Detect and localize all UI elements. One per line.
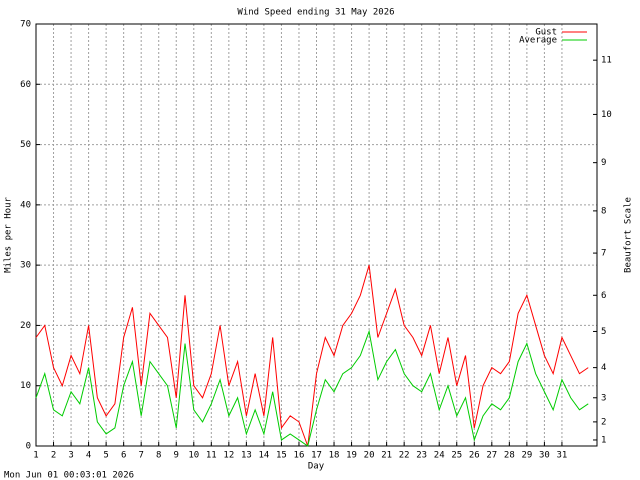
x-tick-label: 5 (103, 451, 108, 461)
x-tick-label: 2 (51, 451, 56, 461)
y2-tick-label: 1 (601, 435, 606, 445)
y-tick-label: 30 (20, 261, 31, 271)
x-tick-label: 6 (121, 451, 126, 461)
x-tick-label: 11 (206, 451, 217, 461)
y2-tick-label: 9 (601, 158, 606, 168)
y-tick-label: 60 (20, 80, 31, 90)
line-series (35, 329, 589, 447)
y-tick-label: 10 (20, 381, 31, 391)
x-tick-label: 10 (188, 451, 199, 461)
x-axis-label: Day (308, 462, 325, 472)
y-axis-label: Miles per Hour (4, 196, 14, 272)
y2-tick-label: 6 (601, 291, 606, 301)
x-tick-label: 15 (276, 451, 287, 461)
legend-label: Gust (535, 28, 557, 38)
y-tick-label: 40 (20, 200, 31, 210)
footer: Mon Jun 01 00:03:01 2026 (4, 471, 134, 480)
x-tick-label: 25 (451, 451, 462, 461)
y-tick-label: 20 (20, 321, 31, 331)
x-tick-label: 27 (486, 451, 497, 461)
plot-frame (35, 23, 598, 447)
x-tick-label: 24 (434, 451, 445, 461)
x-tick-label: 30 (539, 451, 550, 461)
x-tick-label: 18 (329, 451, 340, 461)
x-tick-label: 1 (33, 451, 38, 461)
x-tick-label: 9 (174, 451, 179, 461)
y2-tick-label: 4 (601, 363, 606, 373)
x-tick-label: 16 (294, 451, 305, 461)
x-tick-label: 29 (521, 451, 532, 461)
x-tick-label: 31 (557, 451, 568, 461)
legend-label: Average (519, 36, 557, 46)
x-tick-label: 26 (469, 451, 480, 461)
y2-axis-label: Beaufort Scale (624, 197, 634, 273)
x-tick-label: 4 (86, 451, 91, 461)
x-tick-label: 8 (156, 451, 161, 461)
y-tick-label: 50 (20, 140, 31, 150)
y-tick-label: 0 (26, 442, 31, 452)
x-tick-label: 28 (504, 451, 515, 461)
x-tick-label: 20 (364, 451, 375, 461)
y2-tick-label: 2 (601, 417, 606, 427)
y2-tick-label: 7 (601, 249, 606, 259)
x-tick-label: 14 (258, 451, 269, 461)
x-tick-label: 21 (381, 451, 392, 461)
x-tick-label: 23 (416, 451, 427, 461)
y2-tick-label: 5 (601, 327, 606, 337)
y-tick-label: 70 (20, 20, 31, 30)
y2-tick-label: 3 (601, 393, 606, 403)
x-tick-label: 19 (346, 451, 357, 461)
x-tick-label: 17 (311, 451, 322, 461)
x-tick-label: 7 (138, 451, 143, 461)
x-tick-label: 22 (399, 451, 410, 461)
chart-title: Wind Speed ending 31 May 2026 (237, 8, 394, 18)
x-tick-label: 12 (223, 451, 234, 461)
y2-tick-label: 10 (601, 110, 612, 120)
x-tick-label: 3 (68, 451, 73, 461)
line-series (35, 265, 589, 447)
x-tick-label: 13 (241, 451, 252, 461)
y2-tick-label: 11 (601, 56, 612, 66)
y2-tick-label: 8 (601, 206, 606, 216)
